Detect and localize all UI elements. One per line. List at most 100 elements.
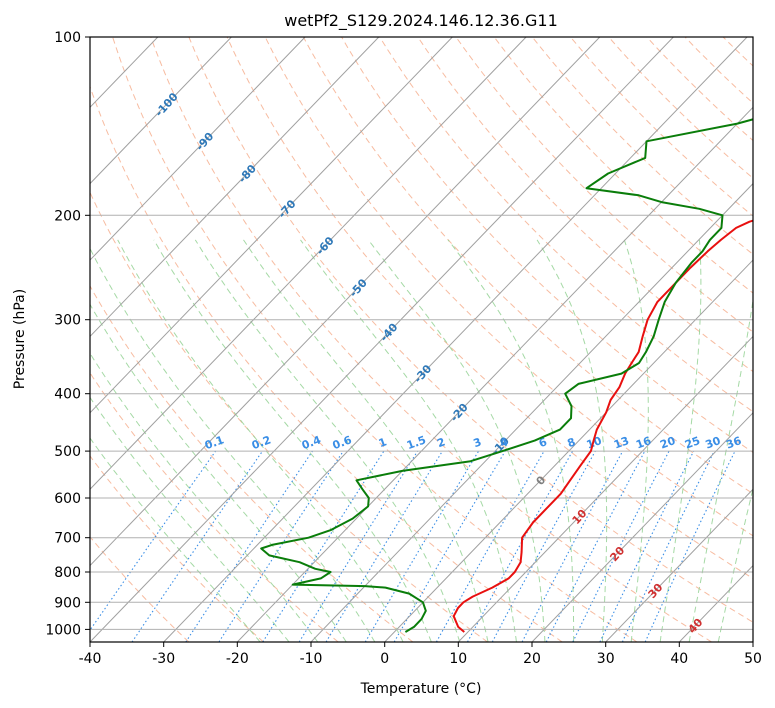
x-axis-label: Temperature (°C) bbox=[360, 681, 482, 697]
mixing-ratio-label: 0.1 bbox=[203, 433, 226, 452]
isotherm-line bbox=[531, 412, 753, 642]
dry-adiabat-line bbox=[188, 37, 753, 623]
dry-adiabat-line bbox=[90, 455, 264, 642]
moist-adiabat-line bbox=[90, 352, 319, 642]
isotherm-line bbox=[90, 37, 380, 338]
y-tick-label: 800 bbox=[54, 565, 81, 581]
mixing-ratio-line bbox=[131, 450, 263, 642]
mixing-ratio-label: 20 bbox=[658, 434, 677, 452]
moist-adiabat-line bbox=[90, 437, 261, 642]
x-tick-label: 10 bbox=[449, 651, 467, 667]
moist-adiabat-line bbox=[90, 396, 290, 642]
y-axis-label: Pressure (hPa) bbox=[12, 289, 28, 389]
moist-adiabat-line bbox=[117, 239, 404, 642]
moist-adiabat-line bbox=[90, 247, 376, 642]
moist-adiabat-line bbox=[717, 486, 753, 642]
mixing-ratio-label: 16 bbox=[634, 434, 653, 452]
y-tick-label: 500 bbox=[54, 444, 81, 460]
mixing-ratio-line bbox=[599, 450, 695, 642]
dry-adiabat-line bbox=[493, 37, 753, 294]
y-tick-label: 1000 bbox=[45, 622, 81, 638]
isotherm-line bbox=[384, 259, 753, 642]
isotherms bbox=[90, 37, 753, 642]
x-tick-label: -10 bbox=[300, 651, 323, 667]
isotherm-line bbox=[457, 335, 753, 642]
mixing-ratio-label: 0.4 bbox=[300, 433, 323, 452]
x-tick-label: 40 bbox=[670, 651, 688, 667]
y-tick-label: 600 bbox=[54, 491, 81, 507]
mixing-ratio-label: 4 bbox=[498, 435, 510, 450]
mixing-ratio-label: 0.6 bbox=[331, 433, 354, 452]
mixing-ratio-label: 25 bbox=[683, 434, 702, 451]
dry-adiabat-line bbox=[90, 191, 488, 642]
plot-frame bbox=[89, 36, 754, 643]
x-tick-label: 50 bbox=[744, 651, 762, 667]
moist-adiabat-line bbox=[90, 303, 347, 642]
isotherm-line bbox=[236, 106, 753, 642]
dry-adiabat-line bbox=[90, 371, 339, 642]
isotherm-line bbox=[163, 37, 748, 642]
mixing-ratio-line bbox=[218, 450, 344, 642]
mixing-ratio-label: 0.2 bbox=[250, 433, 273, 452]
mixing-ratio-label: 13 bbox=[612, 434, 631, 451]
mixing-ratio-label: 30 bbox=[704, 434, 723, 452]
mixing-ratio-line bbox=[435, 450, 545, 642]
mixing-ratio-label: 3 bbox=[472, 435, 484, 450]
dewpoint-profile-line bbox=[260, 118, 753, 633]
sounding-profiles bbox=[260, 118, 753, 633]
moist-adiabat-line bbox=[300, 239, 517, 642]
isotherm-line bbox=[90, 37, 453, 414]
isotherm-line bbox=[90, 37, 674, 642]
mixing-ratio-labels: 0.1 0.2 0.4 0.6 1 1.5 2 3 4 6 8 10 13 16 20 25 30 36 bbox=[203, 433, 744, 452]
y-tick-label: 200 bbox=[54, 208, 81, 224]
y-tick-label: 300 bbox=[54, 313, 81, 329]
mixing-ratio-label: 1 bbox=[377, 435, 389, 450]
y-tick-label: 900 bbox=[54, 595, 81, 611]
x-tick-label: 20 bbox=[523, 651, 541, 667]
y-axis: 100 200 300 400 500 600 700 800 900 1000 bbox=[45, 30, 90, 638]
chart-title: wetPf2_S129.2024.146.12.36.G11 bbox=[284, 11, 558, 31]
mixing-ratio-line bbox=[185, 450, 313, 642]
moist-adiabat-line bbox=[623, 239, 649, 642]
temperature-profile-line bbox=[452, 219, 753, 633]
mixing-ratio-label: 2 bbox=[435, 435, 447, 450]
isotherm-line bbox=[90, 37, 601, 567]
y-tick-label: 100 bbox=[54, 30, 81, 46]
moist-adiabat-line bbox=[194, 239, 461, 642]
isobar-gridlines bbox=[90, 37, 753, 630]
isotherm-line bbox=[310, 182, 753, 642]
moist-adiabat-line bbox=[447, 239, 575, 642]
mixing-ratio-label: 6 bbox=[537, 435, 549, 450]
x-tick-label: 30 bbox=[597, 651, 615, 667]
x-tick-label: -30 bbox=[152, 651, 175, 667]
isotherm-line bbox=[90, 37, 527, 490]
isotherm-line bbox=[605, 488, 753, 642]
mixing-ratio-lines bbox=[90, 450, 736, 642]
y-tick-label: 400 bbox=[54, 387, 81, 403]
x-tick-label: -20 bbox=[226, 651, 249, 667]
mixing-ratio-line bbox=[90, 450, 217, 632]
mixing-ratio-line bbox=[572, 450, 670, 642]
mixing-ratio-line bbox=[325, 450, 443, 642]
isotherm-line bbox=[90, 37, 232, 185]
dry-adiabat-line bbox=[455, 37, 753, 333]
dry-adiabat-line bbox=[90, 85, 563, 642]
x-axis: -40 -30 -20 -10 0 10 20 30 40 50 bbox=[79, 642, 762, 667]
moist-adiabat-line bbox=[659, 239, 702, 642]
mixing-ratio-label: 1.5 bbox=[405, 433, 428, 452]
mixing-ratio-label: 36 bbox=[724, 434, 743, 452]
y-tick-label: 700 bbox=[54, 531, 81, 547]
moist-adiabat-line bbox=[688, 297, 753, 642]
mixing-ratio-line bbox=[298, 450, 419, 642]
mixing-ratio-line bbox=[467, 450, 574, 642]
mixing-ratio-line bbox=[262, 450, 385, 642]
x-tick-label: 0 bbox=[380, 651, 389, 667]
x-tick-label: -40 bbox=[79, 651, 102, 667]
moist-adiabats bbox=[90, 239, 753, 642]
isotherm-line bbox=[90, 37, 306, 261]
mixing-ratio-label: 8 bbox=[566, 435, 578, 450]
dry-adiabat-line bbox=[150, 37, 712, 642]
plot-area: -100-90-80-70-60-50-40-30-20-10010203040… bbox=[90, 37, 753, 642]
moist-adiabat-line bbox=[367, 239, 546, 642]
